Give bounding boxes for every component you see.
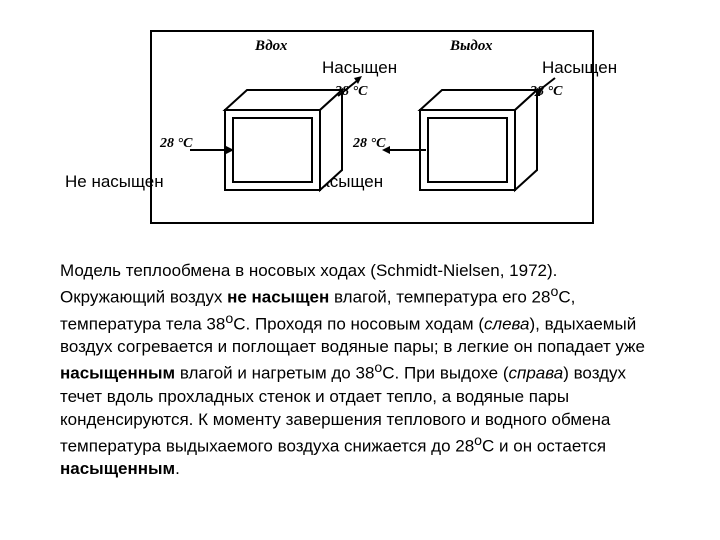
box-right: [90, 20, 630, 240]
diagram-container: Вдох Выдох Насыщен Насыщен 38 °C 38 °C 2…: [90, 20, 630, 240]
caption-text: Модель теплообмена в носовых ходах (Schm…: [20, 260, 700, 481]
